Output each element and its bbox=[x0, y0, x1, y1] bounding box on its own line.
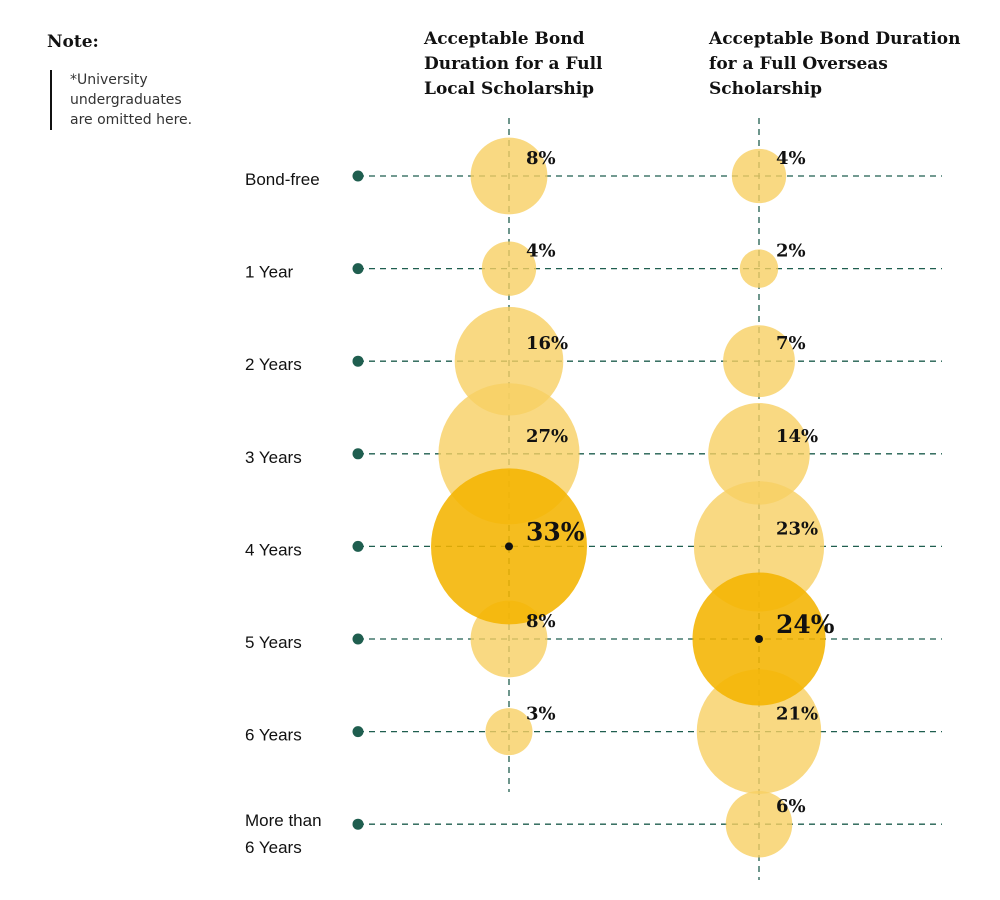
highlight-center-dot bbox=[505, 542, 513, 551]
bubble bbox=[696, 669, 822, 794]
note-title: Note: bbox=[47, 32, 99, 52]
row-marker-dot bbox=[352, 355, 364, 367]
bubble bbox=[731, 148, 787, 204]
column-title-line: Local Scholarship bbox=[424, 79, 595, 99]
column-title-line: Acceptable Bond Duration bbox=[709, 29, 961, 49]
row-label: 5 Years bbox=[245, 633, 302, 652]
value-label: 4% bbox=[776, 148, 806, 169]
bubble bbox=[723, 325, 795, 398]
value-label: 6% bbox=[776, 796, 806, 817]
row-marker-dot bbox=[352, 263, 364, 275]
column-title-line: for a Full Overseas bbox=[709, 54, 888, 74]
note-line: are omitted here. bbox=[70, 112, 193, 128]
bubble bbox=[470, 137, 548, 215]
value-label: 16% bbox=[526, 333, 568, 354]
column-title-overseas: Acceptable Bond Duration for a Full Over… bbox=[709, 27, 961, 102]
bubbles bbox=[431, 137, 826, 858]
row-marker-dot bbox=[352, 448, 364, 460]
column-title-line: Scholarship bbox=[709, 79, 823, 99]
row-label: 2 Years bbox=[245, 355, 302, 374]
row-marker-dot bbox=[352, 726, 364, 738]
value-label: 23% bbox=[776, 518, 818, 539]
row-marker-dot bbox=[352, 818, 364, 830]
row-marker-dot bbox=[352, 633, 364, 645]
row-label: 1 Year bbox=[245, 263, 294, 282]
grid-lines bbox=[352, 118, 942, 880]
column-title-line: Duration for a Full bbox=[424, 54, 603, 74]
column-title-local: Acceptable Bond Duration for a Full Loca… bbox=[424, 27, 603, 102]
value-label: 8% bbox=[526, 148, 556, 169]
value-label: 21% bbox=[776, 704, 818, 725]
bubble bbox=[739, 249, 779, 288]
row-label: 6 Years bbox=[245, 838, 302, 857]
bubble bbox=[708, 403, 810, 505]
note-line: *University bbox=[70, 72, 148, 88]
note-line: undergraduates bbox=[70, 92, 182, 108]
value-label: 2% bbox=[776, 241, 806, 262]
bubble bbox=[454, 306, 564, 416]
bubble bbox=[481, 241, 537, 296]
bubble bbox=[693, 481, 825, 612]
value-label: 24% bbox=[776, 610, 835, 639]
value-label: 4% bbox=[526, 241, 556, 262]
value-label: 3% bbox=[526, 704, 556, 725]
row-marker-dot bbox=[352, 170, 364, 182]
bubble bbox=[485, 708, 533, 756]
row-label: 6 Years bbox=[245, 726, 302, 745]
row-label: 4 Years bbox=[245, 540, 302, 559]
row-label: Bond-free bbox=[245, 170, 320, 189]
row-label: 3 Years bbox=[245, 448, 302, 467]
column-title-line: Acceptable Bond bbox=[424, 29, 585, 49]
value-label: 7% bbox=[776, 333, 806, 354]
labels: Bond-free 1 Year 2 Years 3 Years 4 Years 5 Ye… bbox=[245, 148, 835, 857]
row-marker-dot bbox=[352, 540, 364, 552]
value-label: 27% bbox=[526, 426, 568, 447]
row-label: More than bbox=[245, 811, 322, 830]
bubble bbox=[725, 790, 793, 858]
value-label: 14% bbox=[776, 426, 818, 447]
highlight-center-dot bbox=[755, 635, 763, 643]
note-body: *University undergraduates are omitted h… bbox=[50, 70, 220, 130]
value-label: 33% bbox=[526, 517, 585, 546]
value-label: 8% bbox=[526, 611, 556, 632]
